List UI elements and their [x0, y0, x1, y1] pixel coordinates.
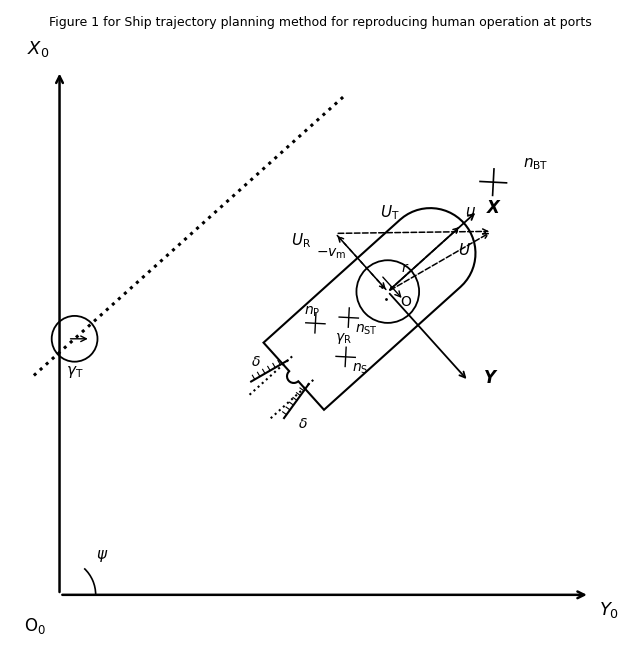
Text: $\psi$: $\psi$ [95, 548, 108, 564]
Text: $\delta$: $\delta$ [251, 355, 261, 368]
Text: $X_0$: $X_0$ [28, 38, 50, 59]
Text: $U_{\mathrm{R}}$: $U_{\mathrm{R}}$ [291, 231, 311, 250]
Text: $r$: $r$ [401, 261, 410, 274]
Text: $n_{\mathrm{BT}}$: $n_{\mathrm{BT}}$ [524, 156, 549, 171]
Text: $-v_{\mathrm{m}}$: $-v_{\mathrm{m}}$ [316, 246, 347, 261]
Text: $\delta$: $\delta$ [298, 417, 307, 431]
Text: $U$: $U$ [458, 243, 471, 258]
Text: $U_{\mathrm{T}}$: $U_{\mathrm{T}}$ [380, 203, 399, 222]
Text: $n_{\mathrm{ST}}$: $n_{\mathrm{ST}}$ [355, 323, 378, 337]
Text: $\mathrm{O}_0$: $\mathrm{O}_0$ [24, 616, 46, 636]
Text: $\gamma_{\mathrm{R}}$: $\gamma_{\mathrm{R}}$ [335, 331, 351, 346]
Text: $n_{\mathrm{P}}$: $n_{\mathrm{P}}$ [304, 304, 321, 319]
Text: $\gamma_{\mathrm{T}}$: $\gamma_{\mathrm{T}}$ [66, 364, 83, 380]
Text: $u$: $u$ [465, 204, 476, 219]
Text: Figure 1 for Ship trajectory planning method for reproducing human operation at : Figure 1 for Ship trajectory planning me… [49, 16, 591, 29]
Text: $Y_0$: $Y_0$ [598, 600, 619, 620]
Text: $\boldsymbol{X}$: $\boldsymbol{X}$ [486, 199, 502, 217]
Text: $n_{\mathrm{S}}$: $n_{\mathrm{S}}$ [351, 362, 368, 376]
Text: $\boldsymbol{Y}$: $\boldsymbol{Y}$ [483, 369, 499, 387]
Text: $\mathrm{O}$: $\mathrm{O}$ [401, 295, 413, 309]
